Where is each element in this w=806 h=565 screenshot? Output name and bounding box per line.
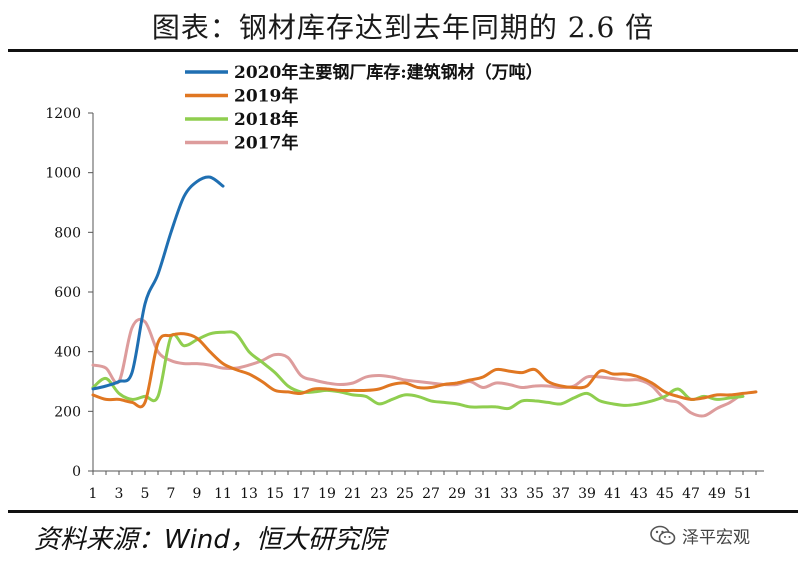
y-tick-label: 1200 (45, 106, 81, 122)
x-tick-label: 15 (266, 486, 284, 502)
x-tick-label: 25 (396, 486, 414, 502)
x-tick-label: 23 (370, 486, 388, 502)
y-tick-label: 800 (54, 225, 81, 241)
series-line-3 (91, 317, 745, 418)
x-tick-label: 11 (214, 486, 232, 502)
x-tick-label: 21 (344, 486, 362, 502)
legend-label: 2017年 (234, 133, 298, 154)
y-tick-label: 1000 (45, 166, 81, 182)
legend-label: 2019年 (234, 86, 298, 107)
x-tick-label: 27 (422, 486, 440, 502)
wechat-icon (650, 525, 676, 545)
y-tick-label: 200 (54, 404, 81, 420)
legend-label: 2020年主要钢厂库存:建筑钢材（万吨） (234, 62, 543, 83)
x-tick-label: 33 (500, 486, 518, 502)
x-tick-label: 51 (734, 486, 752, 502)
series-line-0 (91, 175, 225, 391)
x-tick-label: 5 (141, 486, 150, 502)
x-tick-label: 29 (448, 486, 466, 502)
x-tick-label: 37 (552, 486, 570, 502)
series-line-2 (91, 330, 745, 411)
x-tick-label: 1 (89, 486, 98, 502)
x-tick-label: 41 (604, 486, 622, 502)
y-tick-label: 600 (54, 285, 81, 301)
bottom-rule (8, 510, 798, 513)
x-tick-label: 45 (656, 486, 674, 502)
x-tick-label: 17 (292, 486, 310, 502)
y-tick-label: 0 (72, 464, 81, 480)
chart-title: 图表：钢材库存达到去年同期的 2.6 倍 (151, 11, 655, 44)
x-tick-label: 49 (708, 486, 726, 502)
x-tick-label: 19 (318, 486, 336, 502)
x-tick-label: 3 (115, 486, 124, 502)
watermark: 泽平宏观 (650, 523, 750, 548)
top-rule (8, 49, 798, 52)
x-tick-label: 7 (167, 486, 176, 502)
y-tick-label: 400 (54, 345, 81, 361)
x-tick-label: 47 (682, 486, 700, 502)
x-tick-label: 35 (526, 486, 544, 502)
x-tick-label: 9 (193, 486, 202, 502)
x-tick-label: 31 (474, 486, 492, 502)
x-tick-label: 43 (630, 486, 648, 502)
x-tick-label: 39 (578, 486, 596, 502)
source-note: 资料来源：Wind，恒大研究院 (34, 525, 386, 555)
watermark-text: 泽平宏观 (682, 528, 750, 548)
series-lines (91, 175, 758, 418)
legend-label: 2018年 (234, 109, 298, 130)
series-line-1 (91, 332, 758, 409)
x-tick-label: 13 (240, 486, 258, 502)
